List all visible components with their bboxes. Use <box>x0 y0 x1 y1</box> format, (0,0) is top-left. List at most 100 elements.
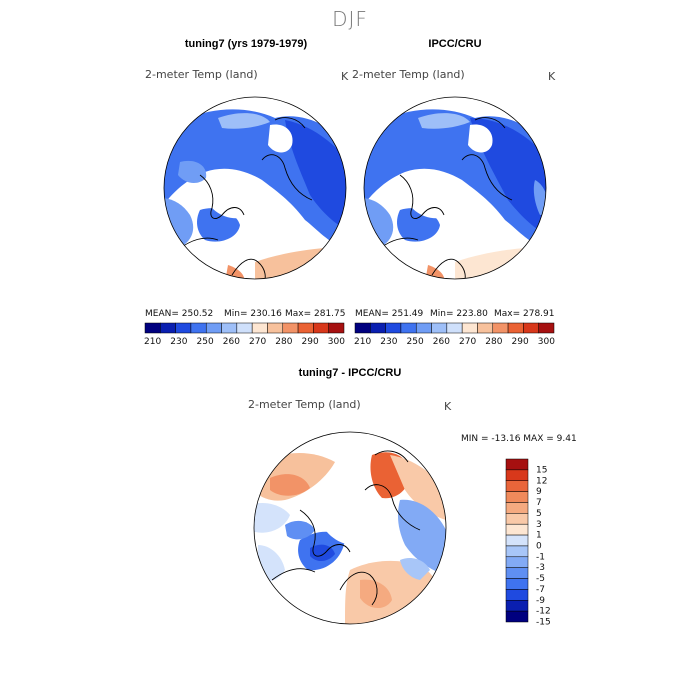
colorbar-tick-label: 3 <box>536 520 542 530</box>
colorbar-swatch <box>160 322 176 334</box>
colorbar-swatch <box>446 322 463 334</box>
colorbar-tick-label: -3 <box>536 563 545 573</box>
panel-3-map <box>254 432 446 624</box>
colorbar-swatch <box>538 322 555 334</box>
panel-1-map-border <box>163 96 347 280</box>
colorbar-swatch <box>282 322 299 334</box>
colorbar-swatch <box>505 589 529 601</box>
colorbar-swatch <box>175 322 192 334</box>
colorbar-tick-label: 280 <box>275 337 292 347</box>
colorbar-tick-label: 1 <box>536 531 542 541</box>
colorbar-swatch <box>385 322 402 334</box>
panel-2-map <box>364 97 546 279</box>
colorbar-tick-label: 260 <box>223 337 240 347</box>
colorbar-tick-label: -7 <box>536 585 545 595</box>
panel-2-stats: MEAN= 251.49 Min= 223.80 Max= 278.91 <box>355 309 555 319</box>
colorbar-swatch <box>492 322 509 334</box>
colorbar-tick-label: 280 <box>485 337 502 347</box>
panel-1-colorbar: 210 230 250 260 270 280 290 300 <box>144 322 345 347</box>
panel-2-mean: MEAN= 251.49 <box>355 309 424 319</box>
colorbar-swatch <box>221 322 238 334</box>
colorbar-swatch <box>313 322 329 334</box>
colorbar-swatch <box>505 523 529 536</box>
colorbar-swatch <box>505 502 529 514</box>
panel-2-units: K <box>548 70 556 83</box>
colorbar-tick-label: 210 <box>144 337 161 347</box>
colorbar-swatch <box>267 322 284 334</box>
colorbar-tick-label: 5 <box>536 509 542 519</box>
colorbar-swatch <box>505 545 529 558</box>
colorbar-swatch <box>190 322 207 334</box>
panel-2-max: Max= 278.91 <box>494 309 555 319</box>
colorbar-tick-label: 250 <box>407 337 424 347</box>
colorbar-tick-label: 300 <box>328 337 345 347</box>
colorbar-tick-label: 230 <box>170 337 187 347</box>
colorbar-swatch <box>400 322 417 334</box>
panel-1-map <box>164 97 346 279</box>
colorbar-tick-label: 15 <box>536 465 547 475</box>
colorbar-tick-label: 270 <box>249 337 266 347</box>
colorbar-tick-label: 270 <box>459 337 476 347</box>
colorbar-swatch <box>505 600 529 612</box>
colorbar-tick-label: -5 <box>536 574 545 584</box>
colorbar-tick-label: 260 <box>433 337 450 347</box>
panel-2-title: IPCC/CRU <box>428 38 481 50</box>
colorbar-tick-label: 290 <box>302 337 319 347</box>
colorbar-swatch <box>505 556 529 568</box>
panel-1-title: tuning7 (yrs 1979-1979) <box>185 38 308 50</box>
colorbar-tick-label: 9 <box>536 487 542 497</box>
colorbar-swatch <box>507 322 524 334</box>
colorbar-swatch <box>415 322 432 334</box>
panel-1-max: Max= 281.75 <box>285 309 346 319</box>
colorbar-tick-label: -9 <box>536 596 545 606</box>
panel-1-stats: MEAN= 250.52 Min= 230.16 Max= 281.75 <box>145 309 346 319</box>
panel-3-title: tuning7 - IPCC/CRU <box>299 367 402 379</box>
panel-3-map-border <box>253 431 447 625</box>
panel-3-field-label: 2-meter Temp (land) <box>248 398 361 411</box>
colorbar-swatch <box>354 322 371 334</box>
colorbar-swatch <box>505 513 529 525</box>
colorbar-swatch <box>505 534 529 547</box>
colorbar-swatch <box>523 322 539 334</box>
colorbar-swatch <box>328 322 345 334</box>
colorbar-swatch <box>505 578 529 590</box>
colorbar-swatch <box>505 480 529 492</box>
panel-1-min: Min= 230.16 <box>224 309 282 319</box>
panel-1-units: K <box>341 70 349 83</box>
colorbar-swatch <box>297 322 314 334</box>
colorbar-swatch <box>461 322 478 334</box>
colorbar-tick-label: 210 <box>354 337 371 347</box>
colorbar-swatch <box>431 322 448 334</box>
colorbar-swatch <box>144 322 161 334</box>
colorbar-tick-label: 300 <box>538 337 555 347</box>
colorbar-swatch <box>505 610 529 623</box>
colorbar-swatch <box>505 491 529 503</box>
colorbar-swatch <box>251 322 268 334</box>
panel-1-mean: MEAN= 250.52 <box>145 309 213 319</box>
colorbar-swatch <box>370 322 386 334</box>
colorbar-tick-label: -15 <box>536 618 551 628</box>
colorbar-swatch <box>477 322 494 334</box>
panel-2-field-label: 2-meter Temp (land) <box>352 68 465 81</box>
figure-title: DJF <box>332 7 368 31</box>
colorbar-swatch <box>505 458 529 471</box>
panel-2-colorbar: 210 230 250 260 270 280 290 300 <box>354 322 555 347</box>
colorbar-tick-label: 7 <box>536 498 542 508</box>
colorbar-swatch <box>505 567 529 579</box>
panel-1-field-label: 2-meter Temp (land) <box>145 68 258 81</box>
panel-2-map-border <box>363 96 547 280</box>
panel-2-min: Min= 223.80 <box>430 309 488 319</box>
colorbar-tick-label: 230 <box>380 337 397 347</box>
colorbar-tick-label: 12 <box>536 476 547 486</box>
colorbar-tick-label: 250 <box>197 337 214 347</box>
colorbar-tick-label: -12 <box>536 607 551 617</box>
colorbar-swatch <box>205 322 222 334</box>
colorbar-swatch <box>505 469 529 481</box>
colorbar-tick-label: -1 <box>536 552 545 562</box>
colorbar-tick-label: 0 <box>536 542 542 552</box>
colorbar-swatch <box>236 322 253 334</box>
panel-3-minmax: MIN = -13.16 MAX = 9.41 <box>461 434 577 444</box>
panel-3-units: K <box>444 400 452 413</box>
